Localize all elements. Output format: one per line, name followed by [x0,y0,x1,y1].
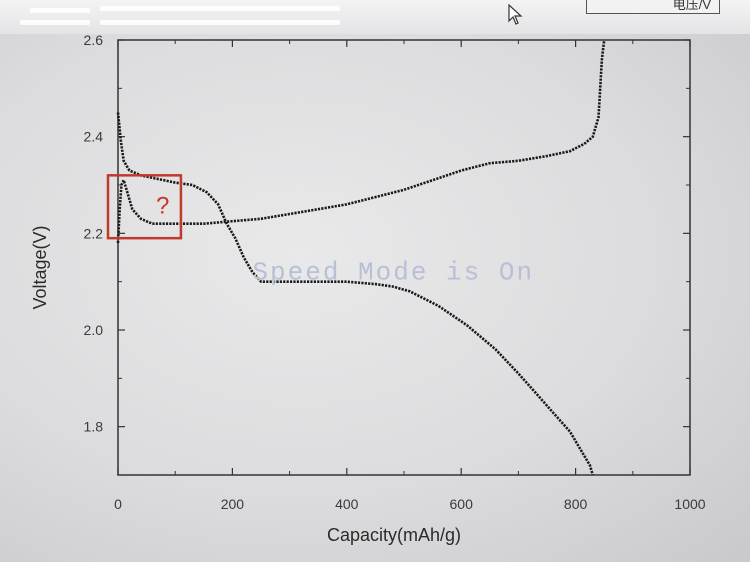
series-line-1 [116,112,595,476]
x-tick-label: 1000 [674,496,705,512]
y-tick-label: 2.6 [84,32,104,48]
y-tick-label: 2.2 [84,225,104,241]
x-tick-label: 400 [335,496,359,512]
y-tick-label: 2.0 [84,322,104,338]
x-tick-label: 200 [221,496,245,512]
x-tick-label: 0 [114,496,122,512]
blurred-toolbar-item [20,20,90,25]
x-tick-label: 600 [450,496,474,512]
y-tick-label: 1.8 [84,419,104,435]
blurred-toolbar-item [100,6,340,11]
window-tab[interactable]: 电压/V [586,0,720,14]
y-tick-label: 2.4 [84,129,104,145]
chart-ticks: 0 200 400 600 800 1000 1.8 2.0 2.2 2.4 2.6 [84,32,706,512]
x-axis-label: Capacity(mAh/g) [327,525,461,545]
watermark-text: Speed Mode is On [252,257,534,287]
blurred-toolbar-item [30,8,90,13]
x-tick-label: 800 [564,496,588,512]
blurred-toolbar-item [100,20,340,25]
annotation-question-mark: ? [156,192,169,219]
annotation-layer: ? [106,174,183,240]
mouse-cursor-icon [508,4,523,25]
y-axis-label: Voltage(V) [30,225,50,309]
chart-series-layer [116,39,606,476]
annotation-box [106,174,183,240]
series-line-2 [116,39,606,244]
